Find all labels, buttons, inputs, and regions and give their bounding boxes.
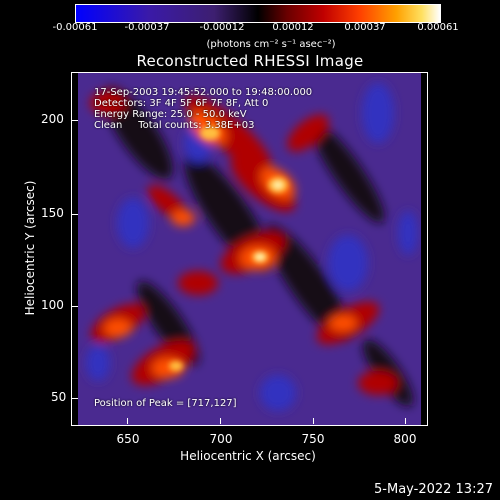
detectors-info: Detectors: 3F 4F 5F 6F 7F 8F, Att 0 xyxy=(94,98,269,109)
x-axis-label: Heliocentric X (arcsec) xyxy=(180,449,316,463)
x-tickmark xyxy=(220,418,221,424)
y-tickmark xyxy=(72,120,78,121)
x-tickmark xyxy=(313,418,314,424)
x-tick-label: 800 xyxy=(393,432,417,446)
y-tick-label: 50 xyxy=(51,390,67,404)
y-tickmark xyxy=(72,214,78,215)
y-tickmark xyxy=(72,306,78,307)
y-tickmark xyxy=(72,398,78,399)
peak-position: Position of Peak = [717,127] xyxy=(94,398,237,409)
y-tick-label: 100 xyxy=(41,298,64,312)
clean-info: Clean Total counts: 3.38E+03 xyxy=(94,120,255,131)
x-tickmark xyxy=(127,418,128,424)
energy-range: Energy Range: 25.0 - 50.0 keV xyxy=(94,109,247,120)
plot-title: Reconstructed RHESSI Image xyxy=(136,52,364,70)
time-range: 17-Sep-2003 19:45:52.000 to 19:48:00.000 xyxy=(94,87,313,98)
y-tick-label: 200 xyxy=(41,112,64,126)
colorbar xyxy=(75,4,441,23)
x-tick-label: 650 xyxy=(116,432,140,446)
colorbar-tick: -0.00012 xyxy=(199,22,245,33)
colorbar-gradient xyxy=(76,5,440,22)
x-tick-label: 750 xyxy=(301,432,325,446)
rhessi-image xyxy=(78,73,421,425)
colorbar-tick: 0.00061 xyxy=(417,22,459,33)
colorbar-tick: -0.00061 xyxy=(52,22,98,33)
x-tickmark xyxy=(405,418,406,424)
datestamp: 5-May-2022 13:27 xyxy=(374,482,493,497)
colorbar-tick: 0.00037 xyxy=(344,22,386,33)
plot-area: 17-Sep-2003 19:45:52.000 to 19:48:00.000… xyxy=(71,72,428,426)
x-tick-label: 700 xyxy=(209,432,233,446)
y-tick-label: 150 xyxy=(41,206,64,220)
colorbar-tick: -0.00037 xyxy=(124,22,170,33)
y-axis-label: Heliocentric Y (arcsec) xyxy=(23,180,37,316)
colorbar-tick: 0.00012 xyxy=(272,22,314,33)
colorbar-unit: (photons cm⁻² s⁻¹ asec⁻²) xyxy=(206,39,336,50)
